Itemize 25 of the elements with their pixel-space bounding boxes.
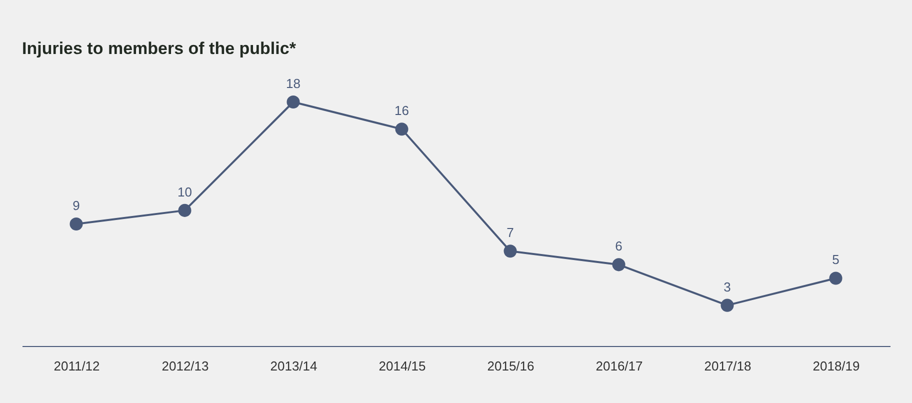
x-tick-label: 2016/17 bbox=[596, 358, 643, 374]
x-tick-label: 2011/12 bbox=[54, 358, 100, 374]
data-label: 9 bbox=[72, 198, 80, 213]
x-tick-label: 2012/13 bbox=[162, 358, 209, 374]
point bbox=[286, 95, 300, 109]
point bbox=[178, 204, 192, 217]
point bbox=[829, 272, 842, 285]
data-label: 16 bbox=[394, 103, 409, 118]
x-tick-label: 2014/15 bbox=[378, 358, 426, 374]
x-tick-label: 2018/19 bbox=[812, 358, 860, 374]
data-label: 18 bbox=[286, 76, 300, 91]
x-tick-label: 2013/14 bbox=[270, 358, 318, 374]
data-label: 3 bbox=[724, 279, 731, 294]
point bbox=[612, 258, 626, 272]
x-tick-label: 2015/16 bbox=[487, 358, 534, 374]
point bbox=[70, 217, 83, 231]
point bbox=[504, 244, 517, 258]
data-label: 10 bbox=[178, 184, 192, 200]
point bbox=[395, 122, 408, 136]
point bbox=[720, 298, 734, 312]
chart-title: Injuries to members of the public* bbox=[22, 39, 296, 58]
x-tick-label: 2017/18 bbox=[704, 358, 752, 374]
data-label: 6 bbox=[615, 238, 622, 254]
data-label: 7 bbox=[506, 225, 514, 240]
data-label: 5 bbox=[832, 252, 840, 268]
